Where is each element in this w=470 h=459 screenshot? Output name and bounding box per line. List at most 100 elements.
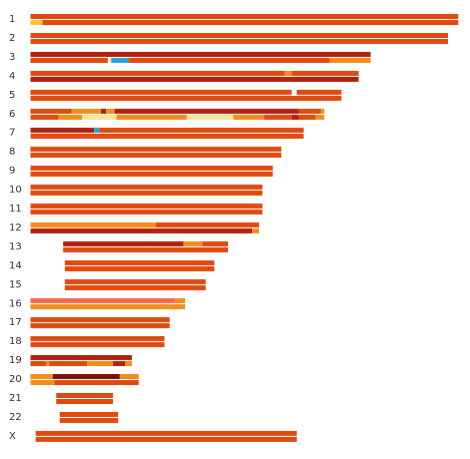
ancestry-segment — [284, 70, 292, 76]
chromosome-2: 2 — [9, 32, 448, 44]
ancestry-segment — [128, 57, 330, 63]
ancestry-segment — [30, 57, 108, 63]
ancestry-segment — [30, 32, 448, 38]
chromosome-14: 14 — [9, 260, 215, 272]
ancestry-segment — [30, 361, 46, 367]
chromosome-17: 17 — [9, 317, 170, 329]
chromosome-15: 15 — [9, 279, 206, 291]
ancestry-segment — [30, 190, 263, 196]
ancestry-segment — [64, 266, 215, 272]
chromosome-9: 9 — [9, 165, 273, 177]
ancestry-segment — [202, 241, 229, 247]
chromosome-label: 8 — [9, 147, 15, 158]
chromosome-label: 9 — [9, 166, 15, 177]
ancestry-segment — [35, 430, 297, 436]
ancestry-segment — [100, 108, 107, 114]
ancestry-segment — [56, 399, 113, 404]
chromosome-label: 17 — [9, 317, 22, 328]
chromosome-label: 18 — [9, 336, 22, 347]
chromosome-3: 3 — [9, 51, 371, 63]
ancestry-segment — [112, 361, 125, 367]
ancestry-segment — [30, 380, 55, 386]
chromosome-12: 12 — [9, 222, 259, 234]
ancestry-segment — [30, 51, 371, 57]
chromosome-4: 4 — [9, 70, 359, 82]
ancestry-segment — [30, 222, 156, 228]
chromosome-label: 1 — [9, 14, 15, 25]
ancestry-segment — [252, 228, 259, 234]
ancestry-segment — [71, 108, 101, 114]
chromosome-label: 2 — [9, 33, 15, 44]
ancestry-segment — [30, 152, 282, 158]
ancestry-segment — [119, 374, 139, 380]
chromosome-7: 7 — [9, 127, 304, 139]
ancestry-segment — [155, 222, 259, 228]
ancestry-segment — [111, 57, 129, 63]
ancestry-segment — [320, 108, 325, 114]
ancestry-segment — [56, 393, 113, 398]
ancestry-segment — [30, 317, 170, 323]
ancestry-segment — [45, 361, 50, 367]
chromosome-5: 5 — [9, 89, 342, 101]
ancestry-segment — [296, 89, 342, 95]
chromosome-label: 3 — [9, 52, 15, 63]
ancestry-segment — [49, 361, 88, 367]
ancestry-segment — [30, 323, 170, 329]
ancestry-segment — [35, 436, 297, 442]
chromosome-label: 13 — [9, 241, 22, 252]
ancestry-segment — [30, 38, 448, 44]
ancestry-segment — [64, 260, 215, 266]
ancestry-segment — [106, 108, 115, 114]
chromosome-label: 14 — [9, 260, 22, 271]
chromosome-label: 11 — [9, 204, 22, 215]
ancestry-segment — [63, 247, 229, 253]
chromosome-label: 22 — [9, 412, 22, 423]
chromosome-label: 16 — [9, 298, 22, 309]
ancestry-segment — [94, 127, 100, 133]
ancestry-segment — [82, 114, 117, 120]
chromosome-label: 19 — [9, 355, 22, 366]
chromosome-8: 8 — [9, 146, 282, 158]
ancestry-segment — [30, 304, 186, 310]
ancestry-segment — [329, 57, 371, 63]
ancestry-segment — [63, 241, 184, 247]
ancestry-segment — [52, 374, 120, 380]
ancestry-segment — [30, 114, 58, 120]
chromosome-13: 13 — [9, 241, 229, 253]
chromosome-20: 20 — [9, 374, 139, 386]
chromosome-label: 7 — [9, 128, 15, 139]
chromosome-6: 6 — [9, 108, 325, 120]
chromosome-label: 4 — [9, 71, 15, 82]
ancestry-segment — [30, 127, 95, 133]
chromosome-label: X — [9, 431, 16, 442]
ancestry-segment — [54, 380, 139, 386]
ancestry-segment — [174, 298, 186, 304]
chromosome-x: X — [9, 430, 297, 442]
ancestry-segment — [30, 76, 359, 82]
chromosome-label: 10 — [9, 185, 22, 196]
chromosome-11: 11 — [9, 203, 263, 215]
ancestry-segment — [233, 114, 265, 120]
ancestry-segment — [124, 361, 132, 367]
ancestry-segment — [315, 114, 325, 120]
ancestry-segment — [64, 279, 206, 285]
ancestry-segment — [114, 108, 299, 114]
ancestry-segment — [59, 417, 119, 423]
ancestry-segment — [30, 108, 72, 114]
chromosome-22: 22 — [9, 411, 119, 423]
ancestry-segment — [30, 171, 273, 177]
ancestry-segment — [30, 209, 263, 215]
ancestry-segment — [109, 57, 112, 63]
chromosome-label: 12 — [9, 222, 22, 233]
ancestry-segment — [30, 228, 253, 234]
ancestry-segment — [42, 20, 459, 25]
ancestry-segment — [291, 70, 359, 76]
ancestry-segment — [30, 374, 53, 380]
ancestry-segment — [30, 14, 459, 19]
ancestry-segment — [186, 114, 234, 120]
ancestry-segment — [30, 95, 342, 101]
ancestry-segment — [57, 114, 83, 120]
chromosome-18: 18 — [9, 336, 165, 348]
ancestry-segment — [64, 285, 206, 291]
